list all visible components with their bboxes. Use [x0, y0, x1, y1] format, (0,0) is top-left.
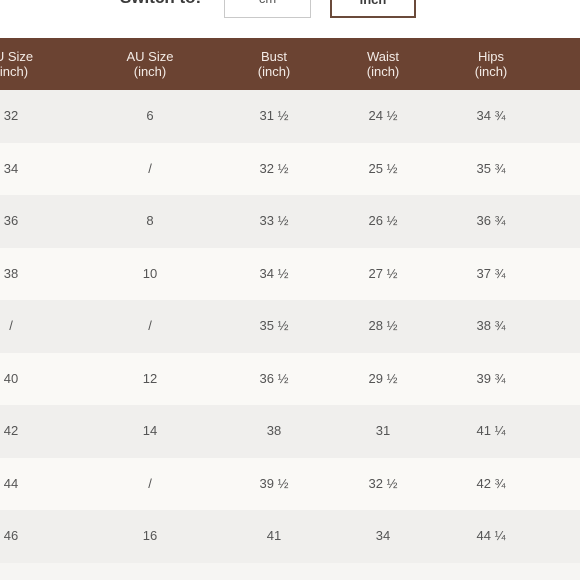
- header-waist: Waist (inch): [366, 49, 400, 79]
- bust-cell: 34 ½: [259, 265, 289, 281]
- table-row: 42 14 38 31 41 ¼: [0, 405, 580, 458]
- waist-cell: 32 ½: [368, 475, 398, 491]
- au-size-cell: 8: [146, 213, 154, 228]
- au-size-cell: /: [148, 160, 152, 176]
- bust-cell: 32 ½: [259, 160, 289, 176]
- us-size-cell: /: [9, 318, 13, 333]
- table-row: 36 8 33 ½ 26 ½ 36 ¾: [0, 195, 580, 248]
- header-bust: Bust (inch): [257, 49, 291, 79]
- hips-cell: 37 ¾: [476, 265, 506, 281]
- bust-cell: 33 ½: [259, 213, 289, 228]
- unit-switch-bar: Switch to: cm inch: [0, 0, 580, 38]
- waist-cell: 34: [375, 528, 391, 543]
- header-hips: Hips (inch): [474, 49, 508, 79]
- hips-cell: 41 ¼: [476, 423, 506, 438]
- us-size-cell: 44: [3, 475, 19, 491]
- waist-cell: 28 ½: [368, 318, 398, 333]
- us-size-cell: 36: [3, 213, 19, 228]
- switch-label: Switch to:: [120, 0, 201, 8]
- bust-cell: 41: [266, 528, 282, 543]
- au-size-cell: 14: [142, 423, 158, 438]
- au-size-cell: 16: [142, 528, 158, 543]
- us-size-cell: 32: [3, 108, 19, 123]
- hips-cell: 36 ¾: [476, 213, 506, 228]
- unit-cm-button[interactable]: cm: [224, 0, 311, 18]
- hips-cell: 38 ¾: [476, 318, 506, 333]
- size-table-body: 32 6 31 ½ 24 ½ 34 ¾ 34 / 32 ½ 25 ½ 35 ¾ …: [0, 90, 580, 563]
- waist-cell: 25 ½: [368, 160, 398, 176]
- au-size-cell: 10: [142, 265, 158, 281]
- us-size-cell: 46: [3, 528, 19, 543]
- table-header: U Size inch) AU Size (inch) Bust (inch) …: [0, 38, 580, 90]
- hips-cell: 39 ¾: [476, 370, 506, 386]
- unit-inch-button[interactable]: inch: [330, 0, 416, 18]
- bust-cell: 38: [266, 423, 282, 438]
- us-size-cell: 34: [3, 160, 19, 176]
- us-size-cell: 42: [3, 423, 19, 438]
- waist-cell: 24 ½: [368, 108, 398, 123]
- hips-cell: 42 ¾: [476, 475, 506, 491]
- table-row: 34 / 32 ½ 25 ½ 35 ¾: [0, 142, 580, 195]
- us-size-cell: 40: [3, 370, 19, 386]
- table-row: / / 35 ½ 28 ½ 38 ¾: [0, 300, 580, 353]
- table-row: 32 6 31 ½ 24 ½ 34 ¾: [0, 90, 580, 143]
- au-size-cell: 12: [142, 370, 158, 386]
- waist-cell: 26 ½: [368, 213, 398, 228]
- header-us-size: U Size inch): [0, 49, 34, 79]
- bust-cell: 39 ½: [259, 475, 289, 491]
- header-au-size: AU Size (inch): [126, 49, 174, 79]
- us-size-cell: 38: [3, 265, 19, 281]
- hips-cell: 35 ¾: [476, 160, 506, 176]
- bust-cell: 35 ½: [259, 318, 289, 333]
- bust-cell: 31 ½: [259, 108, 289, 123]
- au-size-cell: /: [148, 475, 152, 491]
- table-row: 40 12 36 ½ 29 ½ 39 ¾: [0, 352, 580, 405]
- hips-cell: 44 ¼: [476, 528, 506, 543]
- waist-cell: 31: [375, 423, 391, 438]
- table-row: 38 10 34 ½ 27 ½ 37 ¾: [0, 247, 580, 300]
- au-size-cell: 6: [146, 108, 154, 123]
- hips-cell: 34 ¾: [476, 108, 506, 123]
- table-row: 44 / 39 ½ 32 ½ 42 ¾: [0, 457, 580, 510]
- bust-cell: 36 ½: [259, 370, 289, 386]
- au-size-cell: /: [148, 318, 152, 333]
- waist-cell: 29 ½: [368, 370, 398, 386]
- waist-cell: 27 ½: [368, 265, 398, 281]
- table-row: 46 16 41 34 44 ¼: [0, 510, 580, 563]
